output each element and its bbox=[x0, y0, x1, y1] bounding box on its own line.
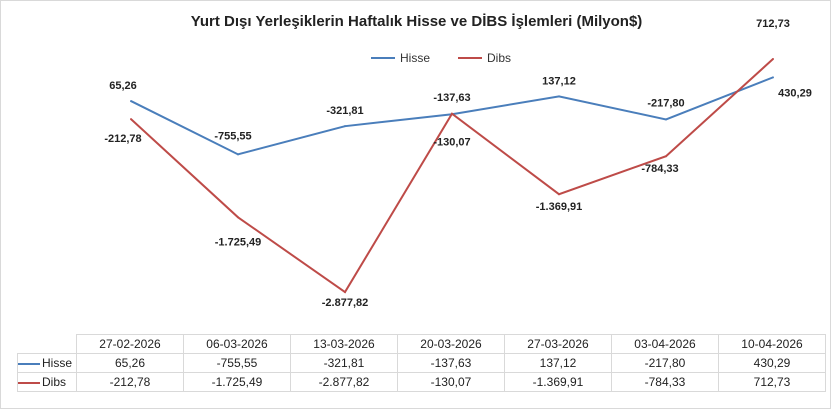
legend-key-dibs bbox=[18, 381, 40, 384]
table-cell: 137,12 bbox=[504, 353, 612, 373]
table-row-dibs: Dibs -212,78 -1.725,49 -2.877,82 -130,07… bbox=[17, 372, 826, 392]
table-cell: -1.369,91 bbox=[504, 372, 612, 392]
data-point bbox=[130, 100, 132, 103]
data-label: -321,81 bbox=[326, 105, 363, 117]
legend-key-hisse bbox=[18, 362, 40, 365]
legend: Hisse Dibs bbox=[371, 51, 511, 65]
table-cell: 65,26 bbox=[76, 353, 184, 373]
table-cell: -137,63 bbox=[397, 353, 505, 373]
table-corner bbox=[17, 334, 77, 354]
table-header-row: 27-02-2026 06-03-2026 13-03-2026 20-03-2… bbox=[17, 334, 826, 354]
data-label: -212,78 bbox=[104, 133, 141, 145]
data-point bbox=[451, 112, 453, 115]
data-label: 65,26 bbox=[109, 80, 137, 92]
data-point bbox=[665, 155, 667, 158]
data-point bbox=[772, 58, 774, 61]
table-cell: -1.725,49 bbox=[183, 372, 291, 392]
data-point bbox=[772, 76, 774, 79]
row-label: Dibs bbox=[42, 375, 67, 389]
table-header: 13-03-2026 bbox=[290, 334, 398, 354]
data-point bbox=[237, 153, 239, 156]
table-cell: -755,55 bbox=[183, 353, 291, 373]
data-point bbox=[558, 193, 560, 196]
data-point bbox=[344, 291, 346, 294]
table-header: 03-04-2026 bbox=[611, 334, 719, 354]
data-label: 137,12 bbox=[542, 75, 576, 87]
data-point bbox=[130, 118, 132, 121]
data-label: 712,73 bbox=[756, 18, 790, 30]
table-header: 10-04-2026 bbox=[718, 334, 826, 354]
data-table: 27-02-2026 06-03-2026 13-03-2026 20-03-2… bbox=[17, 334, 826, 392]
legend-swatch-hisse bbox=[371, 57, 395, 59]
data-point bbox=[665, 118, 667, 121]
table-cell: -784,33 bbox=[611, 372, 719, 392]
legend-label: Dibs bbox=[487, 51, 512, 65]
data-label: -755,55 bbox=[214, 130, 251, 142]
legend-swatch-dibs bbox=[458, 57, 483, 59]
data-label: -2.877,82 bbox=[322, 297, 368, 309]
table-cell: -217,80 bbox=[611, 353, 719, 373]
data-point bbox=[237, 216, 239, 219]
table-cell: -130,07 bbox=[397, 372, 505, 392]
row-label: Hisse bbox=[42, 356, 73, 370]
data-label: -130,07 bbox=[433, 137, 470, 149]
data-label: -1.725,49 bbox=[215, 236, 261, 248]
table-cell: -321,81 bbox=[290, 353, 398, 373]
table-cell: -2.877,82 bbox=[290, 372, 398, 392]
table-cell: 430,29 bbox=[718, 353, 826, 373]
data-label: -137,63 bbox=[433, 92, 470, 104]
table-header: 27-03-2026 bbox=[504, 334, 612, 354]
data-label: -1.369,91 bbox=[536, 201, 582, 213]
table-header: 06-03-2026 bbox=[183, 334, 291, 354]
data-point bbox=[344, 125, 346, 128]
plot-area: 65,26 -755,55 -321,81 -137,63 137,12 -217,80 4… bbox=[104, 18, 812, 309]
data-point bbox=[558, 95, 560, 98]
legend-item-hisse: Hisse bbox=[371, 51, 430, 65]
data-label: -784,33 bbox=[641, 163, 678, 175]
legend-label: Hisse bbox=[400, 51, 431, 65]
data-label: 430,29 bbox=[778, 87, 812, 99]
table-row-hisse: Hisse 65,26 -755,55 -321,81 -137,63 137,… bbox=[17, 353, 826, 373]
table-header: 27-02-2026 bbox=[76, 334, 184, 354]
table-cell: -212,78 bbox=[76, 372, 184, 392]
row-header: Dibs bbox=[17, 372, 77, 392]
table-header: 20-03-2026 bbox=[397, 334, 505, 354]
chart-title: Yurt Dışı Yerleşiklerin Haftalık Hisse v… bbox=[190, 13, 643, 30]
legend-item-dibs: Dibs bbox=[458, 51, 511, 65]
row-header: Hisse bbox=[17, 353, 77, 373]
table-cell: 712,73 bbox=[718, 372, 826, 392]
data-label: -217,80 bbox=[647, 97, 684, 109]
